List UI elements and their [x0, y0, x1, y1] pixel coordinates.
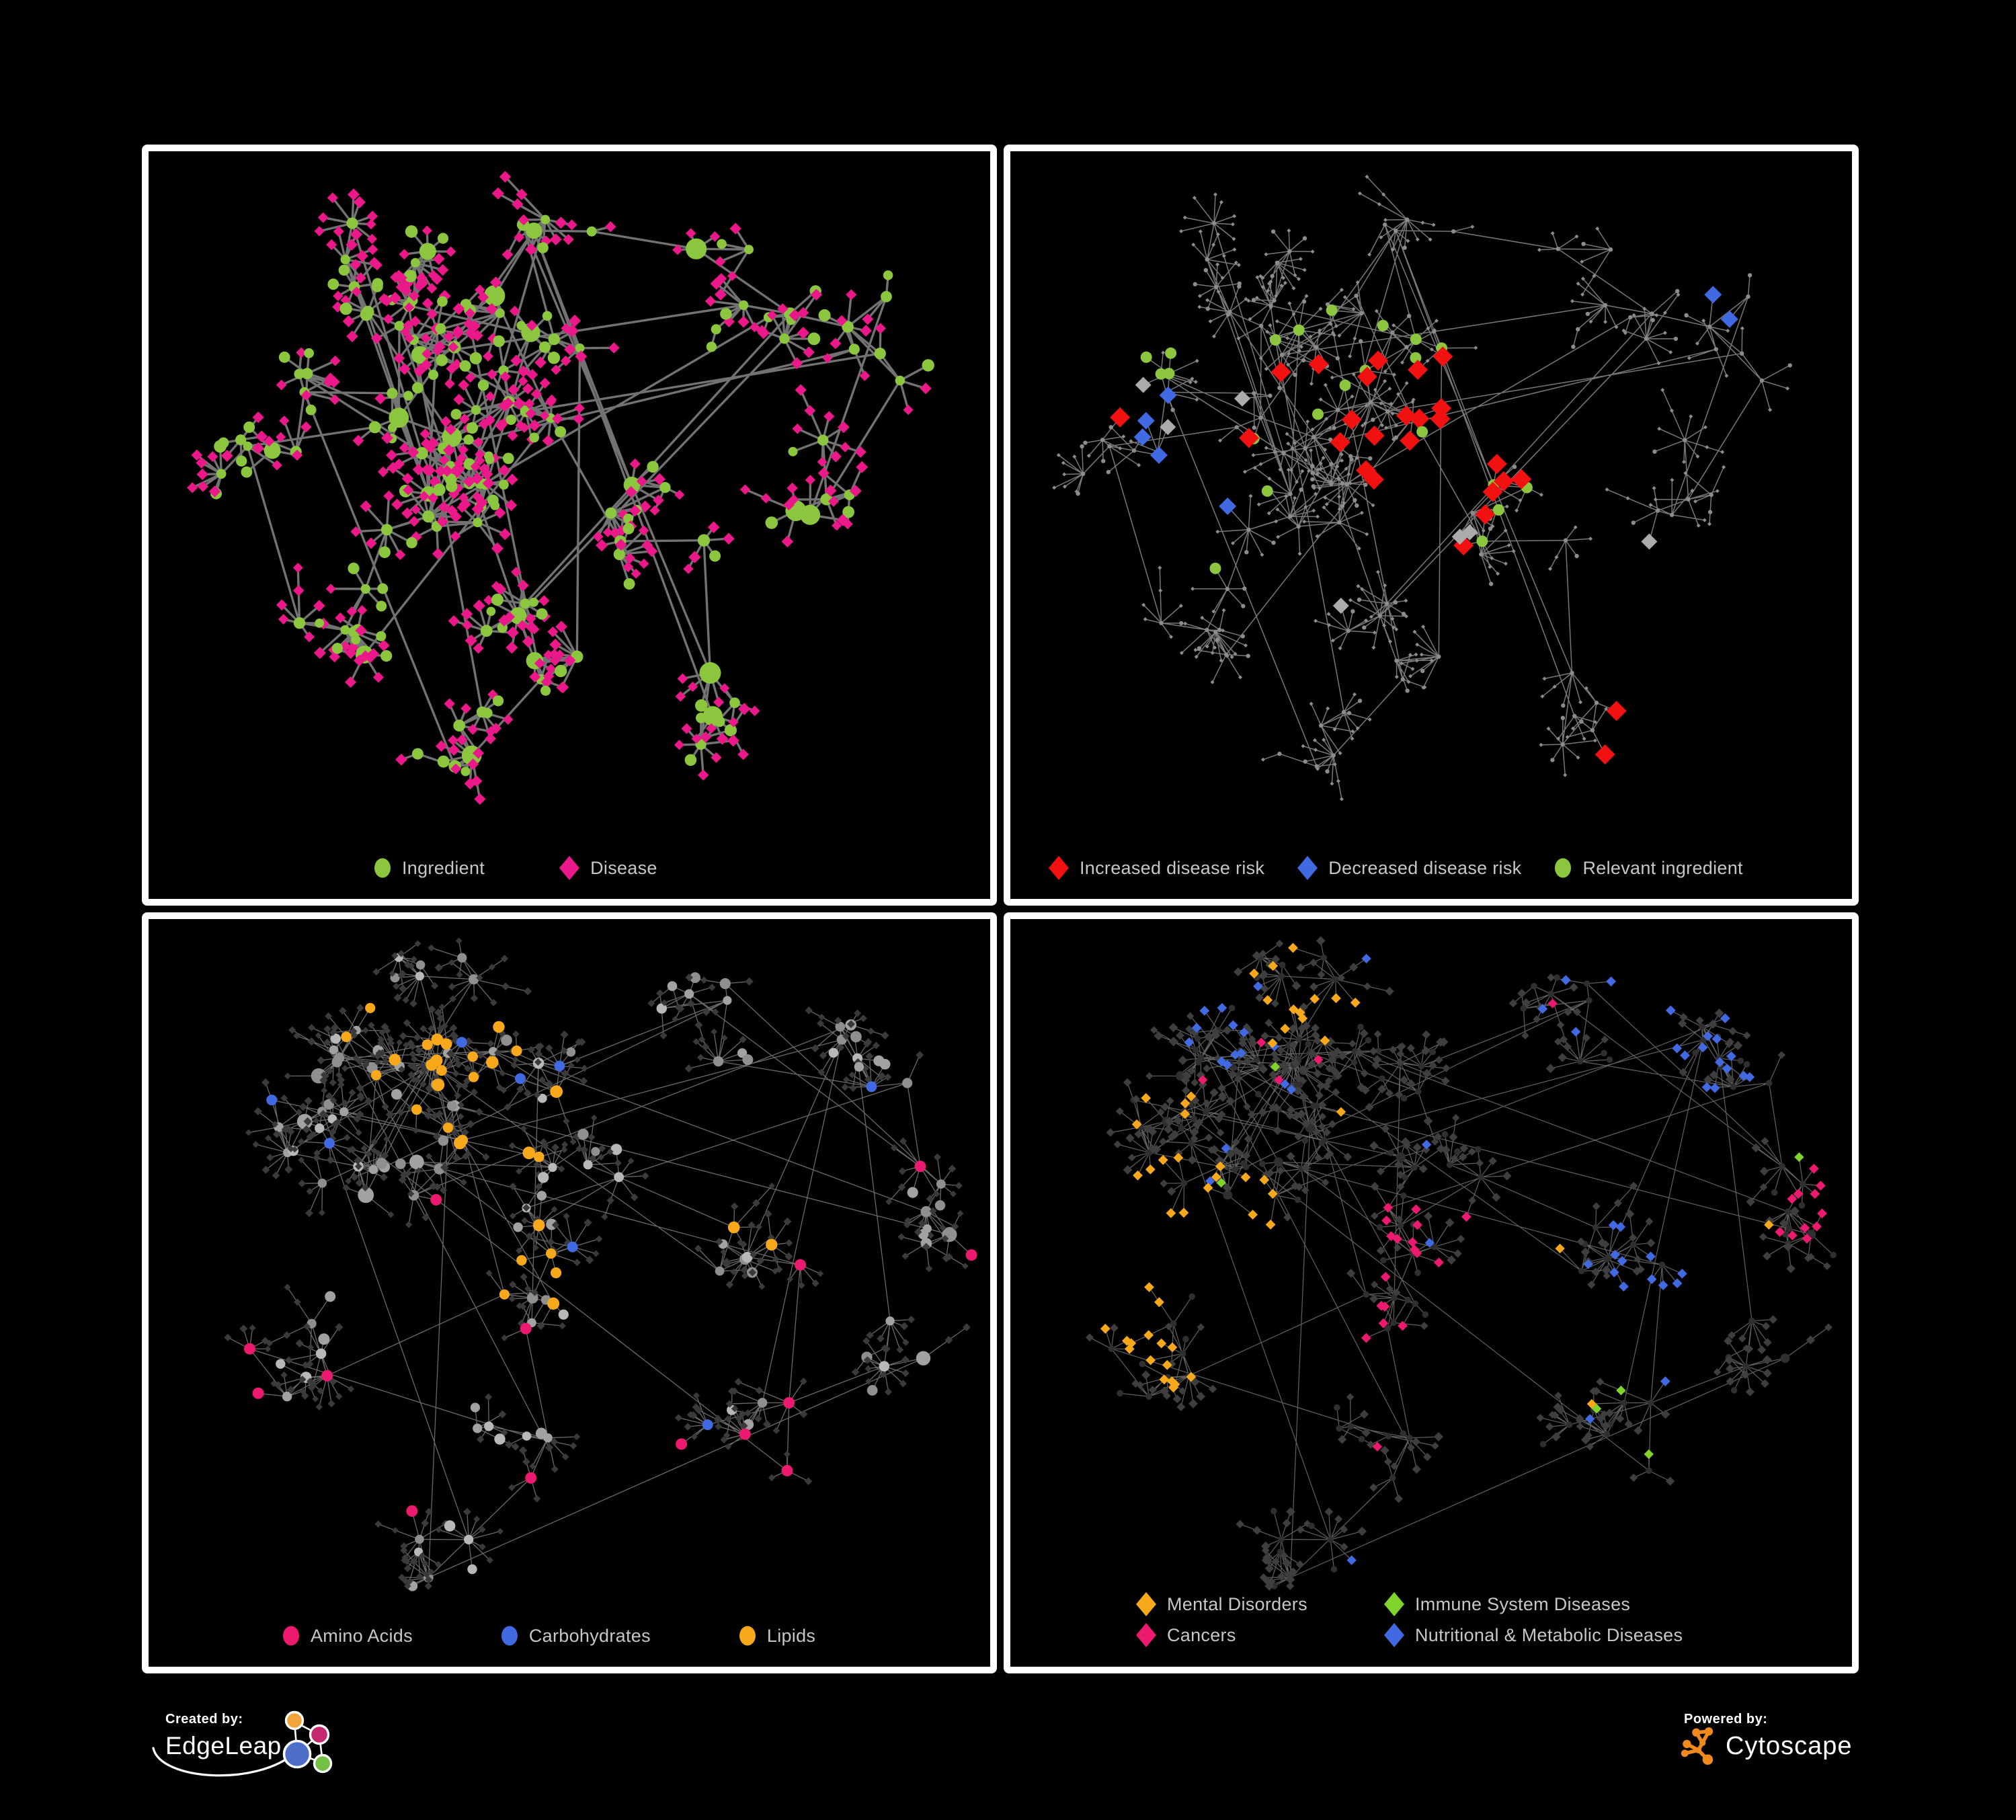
cytoscape-logo-nodes	[1681, 1727, 1713, 1765]
edgeleap-brand-name: EdgeLeap	[165, 1732, 282, 1759]
legend-item-cancers: Cancers	[1135, 1622, 1383, 1648]
legend-circle-swatch-icon	[1555, 858, 1572, 878]
legend-circle-swatch-icon	[283, 1626, 299, 1646]
cytoscape-logo	[1681, 1727, 1713, 1765]
legend-item-disease: Disease	[559, 855, 657, 881]
legend-diamond-swatch-icon	[1136, 1592, 1156, 1616]
network-nutrient-classes	[224, 937, 977, 1591]
legend-diamond-swatch-icon	[1136, 1623, 1156, 1647]
legend-nutrient-classes: Amino Acids Carbohydrates Lipids	[282, 1621, 815, 1651]
legend-disease-risk: Increased disease risk Decreased disease …	[1048, 853, 1743, 883]
legend-diamond-swatch-icon	[1297, 856, 1318, 880]
panel-nutrient-classes: Amino Acids Carbohydrates Lipids	[142, 912, 997, 1673]
legend-label: Decreased disease risk	[1328, 857, 1522, 878]
legend-disease-classes: Mental Disorders Immune System Diseases Ca…	[1135, 1591, 1683, 1648]
panel-disease-classes: Mental Disorders Immune System Diseases Ca…	[1004, 912, 1859, 1673]
legend-item-relevant-ingredient: Relevant ingredient	[1554, 857, 1743, 879]
edgeleap-node-green	[313, 1753, 333, 1774]
legend-item-immune-system-diseases: Immune System Diseases	[1383, 1591, 1683, 1617]
edgeleap-logo-edges	[293, 1720, 324, 1764]
legend-item-mental-disorders: Mental Disorders	[1135, 1591, 1383, 1617]
created-by-block: Created by: EdgeLeap	[152, 1710, 394, 1806]
legend-circle-swatch-icon	[374, 858, 391, 878]
legend-diamond-swatch-icon	[559, 856, 580, 880]
network-disease-risk	[1052, 174, 1792, 801]
legend-item-lipids: Lipids	[738, 1624, 815, 1647]
legend-label: Immune System Diseases	[1415, 1593, 1631, 1614]
panel-ingredient-disease: Ingredient Disease	[142, 145, 997, 906]
legend-label: Carbohydrates	[528, 1625, 651, 1646]
legend-item-increased-disease-risk: Increased disease risk	[1048, 855, 1264, 881]
legend-item-carbohydrates: Carbohydrates	[500, 1624, 651, 1647]
legend-label: Disease	[590, 857, 657, 878]
legend-label: Cancers	[1167, 1624, 1236, 1645]
legend-label: Mental Disorders	[1167, 1593, 1307, 1614]
legend-item-nutritional-metabolic-diseases: Nutritional & Metabolic Diseases	[1383, 1622, 1683, 1648]
legend-label: Relevant ingredient	[1582, 857, 1743, 878]
cytoscape-brand-name: Cytoscape	[1726, 1731, 1853, 1760]
legend-diamond-swatch-icon	[1384, 1592, 1404, 1616]
legend-circle-swatch-icon	[501, 1626, 518, 1646]
edgeleap-node-pink	[309, 1724, 330, 1745]
powered-by-label: Powered by:	[1684, 1712, 1768, 1727]
powered-by-block: Powered by:	[1681, 1712, 1926, 1792]
legend-diamond-swatch-icon	[1049, 856, 1069, 880]
legend-circle-swatch-icon	[739, 1626, 756, 1646]
edgeleap-node-blue	[282, 1739, 312, 1769]
legend-label: Amino Acids	[311, 1625, 413, 1646]
legend-label: Nutritional & Metabolic Diseases	[1415, 1624, 1683, 1645]
legend-label: Increased disease risk	[1080, 857, 1265, 878]
legend-item-decreased-disease-risk: Decreased disease risk	[1297, 855, 1521, 881]
created-by-label: Created by:	[165, 1712, 243, 1727]
network-disease-classes	[1085, 936, 1837, 1591]
legend-label: Ingredient	[402, 857, 485, 878]
legend-diamond-swatch-icon	[1384, 1623, 1404, 1647]
legend-label: Lipids	[766, 1625, 816, 1646]
legend-item-ingredient: Ingredient	[373, 857, 485, 879]
network-ingredient-disease	[187, 171, 934, 805]
legend-ingredient-disease: Ingredient Disease	[373, 853, 657, 883]
legend-item-amino-acids: Amino Acids	[282, 1624, 413, 1647]
panel-disease-risk: Increased disease risk Decreased disease …	[1004, 145, 1859, 906]
